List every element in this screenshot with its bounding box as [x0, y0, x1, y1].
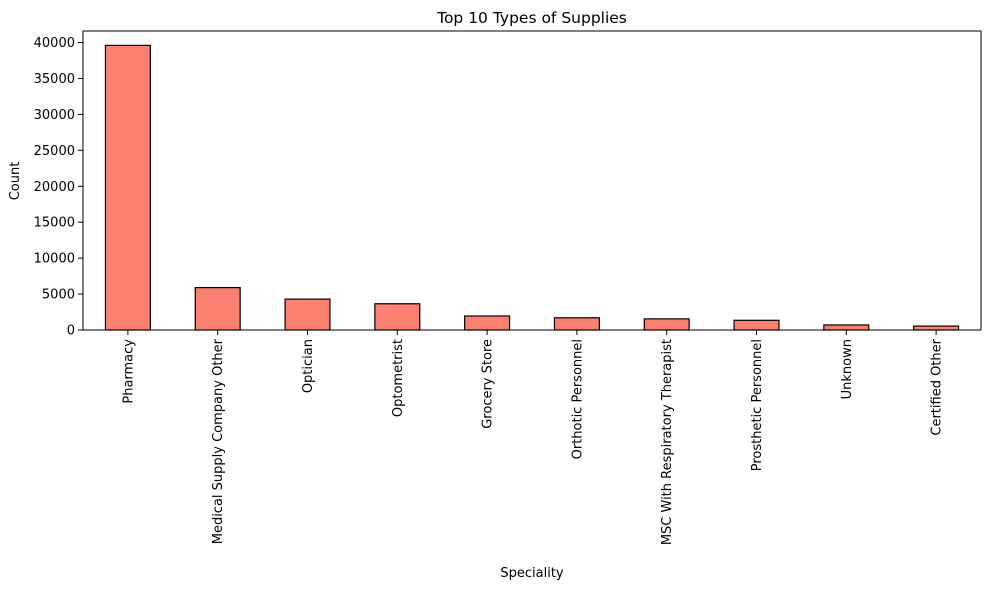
y-tick-label: 25000	[34, 144, 75, 159]
x-tick-label: Certified Other	[930, 338, 945, 435]
bar	[464, 315, 511, 331]
y-axis-label: Count	[8, 162, 23, 201]
bar	[643, 318, 690, 331]
bar	[553, 317, 600, 331]
x-tick-label: Orthotic Personnel	[570, 339, 585, 459]
bar	[374, 303, 421, 331]
plot-frame	[82, 30, 982, 331]
x-tick-label: Optician	[301, 339, 316, 393]
x-axis-label: Speciality	[500, 566, 564, 581]
x-tick-label: MSC With Respiratory Therapist	[660, 339, 675, 545]
bar	[823, 324, 870, 331]
bar	[194, 286, 241, 331]
x-tick-label: Grocery Store	[481, 339, 496, 429]
bar	[104, 44, 151, 331]
x-tick-label: Pharmacy	[121, 339, 136, 404]
y-tick-label: 20000	[34, 180, 75, 195]
x-tick-label: Prosthetic Personnel	[750, 339, 765, 471]
x-tick-label: Medical Supply Company Other	[211, 338, 226, 544]
y-tick-label: 40000	[34, 36, 75, 51]
chart-title: Top 10 Types of Supplies	[436, 9, 627, 27]
y-tick-label: 10000	[34, 252, 75, 267]
bar	[284, 298, 331, 331]
x-tick-label: Unknown	[840, 339, 855, 399]
bar	[733, 319, 780, 331]
y-tick-label: 30000	[34, 108, 75, 123]
bar	[913, 325, 960, 331]
y-tick-label: 0	[67, 324, 75, 339]
x-tick-label: Optometrist	[391, 339, 406, 417]
plot-area: 0 5000 10000 15000 20000 25000 30000 35000 40000…	[34, 30, 982, 545]
y-tick-label: 5000	[42, 288, 75, 303]
y-tick-label: 35000	[34, 72, 75, 87]
y-tick-label: 15000	[34, 216, 75, 231]
